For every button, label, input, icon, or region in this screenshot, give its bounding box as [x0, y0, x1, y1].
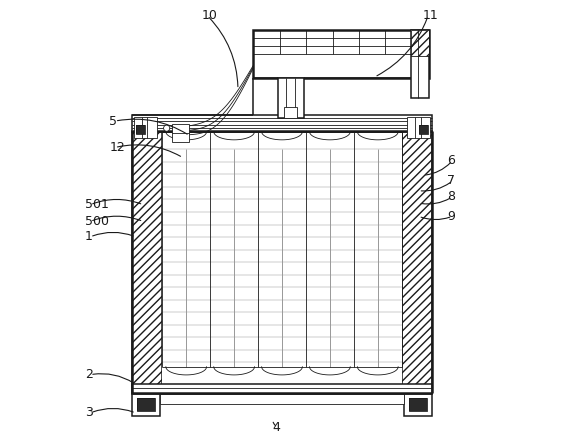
Text: 10: 10: [202, 9, 218, 22]
Bar: [404, 394, 431, 416]
Bar: [136, 124, 144, 134]
Bar: [162, 131, 402, 393]
Bar: [420, 124, 428, 134]
Text: 1: 1: [85, 230, 92, 243]
Circle shape: [164, 125, 170, 131]
Bar: [172, 124, 189, 142]
Text: 5: 5: [109, 115, 117, 128]
Text: 8: 8: [447, 190, 455, 203]
Bar: [409, 398, 428, 411]
Bar: [407, 117, 430, 138]
Text: 11: 11: [423, 9, 439, 22]
Bar: [133, 115, 431, 132]
Bar: [133, 131, 162, 393]
Text: 2: 2: [85, 368, 92, 381]
Text: 501: 501: [85, 198, 109, 211]
Bar: [136, 124, 144, 134]
Bar: [253, 30, 429, 78]
Bar: [133, 394, 160, 416]
Text: 12: 12: [109, 141, 125, 154]
Bar: [160, 394, 404, 404]
Bar: [133, 385, 431, 394]
Bar: [277, 78, 304, 118]
Text: 500: 500: [85, 215, 109, 228]
Text: 9: 9: [447, 210, 455, 223]
Bar: [420, 124, 428, 134]
Bar: [136, 398, 155, 411]
Bar: [409, 398, 428, 411]
Bar: [134, 117, 157, 138]
Text: 4: 4: [272, 421, 280, 434]
Bar: [136, 398, 155, 411]
Text: 7: 7: [447, 175, 455, 187]
Text: 3: 3: [85, 407, 92, 420]
Bar: [402, 131, 431, 393]
Bar: [411, 30, 429, 98]
Bar: [411, 30, 429, 56]
Bar: [284, 107, 297, 118]
Text: 6: 6: [447, 154, 455, 167]
Bar: [411, 30, 429, 56]
